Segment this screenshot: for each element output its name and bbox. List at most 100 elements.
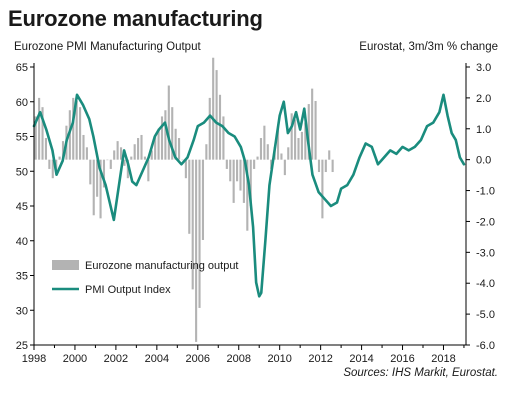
output-bar — [300, 131, 303, 160]
left-tick-label: 60 — [16, 97, 28, 109]
output-bar — [96, 159, 99, 197]
output-bar — [259, 138, 263, 160]
bars-layer — [34, 57, 334, 342]
output-bar — [283, 159, 286, 176]
output-bar — [140, 134, 143, 160]
output-bar — [328, 150, 331, 160]
output-bar — [41, 107, 44, 160]
left-tick-label: 30 — [16, 305, 28, 317]
output-bar — [123, 159, 126, 166]
output-bar — [48, 159, 51, 169]
x-tick-label: 2004 — [145, 353, 169, 365]
pmi-output-line — [32, 93, 466, 298]
legend-bar-swatch — [52, 260, 79, 270]
output-bar — [324, 159, 327, 173]
x-tick-label: 2000 — [63, 353, 87, 365]
right-tick-label: 2.0 — [476, 93, 491, 105]
output-bar — [263, 125, 266, 160]
output-bar — [222, 116, 225, 160]
right-tick-label: -2.0 — [476, 216, 495, 228]
output-bar — [218, 94, 222, 160]
output-bar — [266, 144, 269, 160]
left-tick-label: 65 — [16, 62, 28, 74]
output-bar — [212, 57, 215, 160]
output-bar — [143, 156, 146, 160]
x-tick-label: 2016 — [390, 353, 414, 365]
output-bar — [205, 144, 208, 160]
output-bar — [331, 159, 334, 173]
output-bar — [116, 141, 119, 160]
output-bar — [89, 159, 92, 185]
output-bar — [82, 134, 85, 160]
output-bar — [188, 159, 191, 234]
line-layer — [32, 93, 466, 298]
legend-line-label: PMI Output Index — [85, 284, 171, 296]
output-bar — [72, 97, 75, 160]
right-axis-label: Eurostat, 3m/3m % change — [359, 41, 498, 53]
output-bar — [44, 138, 48, 160]
output-bar — [201, 159, 205, 240]
output-bar — [181, 159, 184, 161]
output-bar — [38, 97, 41, 160]
legend: Eurozone manufacturing output PMI Output … — [52, 260, 239, 296]
output-bar — [102, 159, 106, 188]
output-bar — [167, 85, 170, 160]
output-bar — [177, 138, 181, 160]
output-bar — [290, 113, 293, 160]
right-tick-label: 0.0 — [476, 155, 491, 167]
output-bar — [314, 100, 317, 160]
output-bar — [294, 119, 297, 160]
output-bar — [150, 150, 153, 160]
output-bar — [160, 116, 164, 160]
output-bar — [174, 128, 177, 160]
left-tick-label: 45 — [16, 201, 28, 213]
output-bar — [215, 70, 218, 160]
axes-layer: 25 30 35 40 45 50 55 60 65 -6.0 -5.0 -4.0 -3.0 -2.0 -1… — [16, 62, 495, 365]
output-bar — [133, 144, 136, 160]
left-tick-label: 50 — [16, 166, 28, 178]
left-tick-label: 40 — [16, 236, 28, 248]
right-tick-label: -4.0 — [476, 278, 495, 290]
output-bar — [113, 150, 116, 160]
output-bar — [58, 156, 61, 160]
output-bar — [253, 159, 256, 169]
left-tick-label: 35 — [16, 271, 28, 283]
left-axis-label: Eurozone PMI Manufacturing Output — [14, 41, 201, 53]
x-tick-label: 2006 — [186, 353, 210, 365]
output-bar — [317, 159, 321, 173]
output-bar — [198, 159, 201, 308]
output-bar — [154, 134, 157, 160]
output-bar — [130, 156, 133, 160]
legend-bar-label: Eurozone manufacturing output — [85, 260, 239, 272]
output-bar — [232, 159, 235, 203]
output-bar — [242, 159, 245, 203]
x-tick-label: 2018 — [431, 353, 455, 365]
output-bar — [287, 147, 290, 160]
output-bar — [157, 128, 160, 160]
x-tick-label: 2008 — [226, 353, 250, 365]
x-tick-label: 1998 — [22, 353, 46, 365]
output-bar — [147, 159, 150, 182]
output-bar — [249, 159, 252, 206]
output-bar — [137, 138, 140, 160]
output-bar — [99, 159, 102, 219]
right-tick-label: -3.0 — [476, 247, 495, 259]
output-bar — [307, 104, 310, 160]
output-bar — [246, 159, 249, 231]
source-note: Sources: IHS Markit, Eurostat. — [343, 367, 498, 379]
output-bar — [109, 159, 112, 169]
chart-title: Eurozone manufacturing — [8, 6, 263, 31]
output-bar — [51, 159, 54, 179]
output-bar — [126, 159, 129, 179]
output-bar — [61, 141, 65, 160]
left-tick-label: 55 — [16, 132, 28, 144]
output-bar — [276, 125, 280, 160]
x-tick-label: 2010 — [267, 353, 291, 365]
output-bar — [106, 159, 109, 161]
output-bar — [229, 159, 232, 182]
output-bar — [34, 116, 37, 160]
right-tick-label: 1.0 — [476, 124, 491, 136]
x-tick-label: 2012 — [308, 353, 332, 365]
